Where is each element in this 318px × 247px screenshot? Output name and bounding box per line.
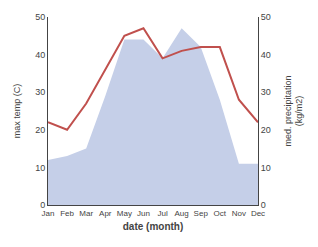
svg-text:0: 0 bbox=[40, 200, 45, 210]
svg-text:20: 20 bbox=[261, 125, 271, 135]
svg-text:Nov: Nov bbox=[232, 209, 246, 218]
svg-text:Jun: Jun bbox=[137, 209, 150, 218]
svg-text:max temp (C): max temp (C) bbox=[12, 84, 22, 139]
svg-text:Jul: Jul bbox=[157, 209, 167, 218]
svg-text:10: 10 bbox=[261, 163, 271, 173]
svg-text:0: 0 bbox=[261, 200, 266, 210]
svg-text:30: 30 bbox=[261, 87, 271, 97]
svg-text:50: 50 bbox=[35, 12, 45, 22]
svg-text:30: 30 bbox=[35, 87, 45, 97]
svg-text:Jan: Jan bbox=[42, 209, 55, 218]
svg-text:20: 20 bbox=[35, 125, 45, 135]
svg-text:Oct: Oct bbox=[214, 209, 227, 218]
svg-text:Aug: Aug bbox=[175, 209, 189, 218]
svg-text:med. precipitation(kg/m2): med. precipitation(kg/m2) bbox=[283, 75, 305, 146]
svg-text:50: 50 bbox=[261, 12, 271, 22]
svg-text:40: 40 bbox=[35, 50, 45, 60]
svg-text:Sep: Sep bbox=[194, 209, 209, 218]
svg-text:May: May bbox=[117, 209, 132, 218]
svg-text:Apr: Apr bbox=[99, 209, 112, 218]
svg-text:10: 10 bbox=[35, 163, 45, 173]
svg-text:Dec: Dec bbox=[251, 209, 265, 218]
svg-text:date (month): date (month) bbox=[123, 221, 184, 232]
svg-text:Mar: Mar bbox=[79, 209, 93, 218]
svg-text:40: 40 bbox=[261, 50, 271, 60]
svg-text:Feb: Feb bbox=[60, 209, 74, 218]
